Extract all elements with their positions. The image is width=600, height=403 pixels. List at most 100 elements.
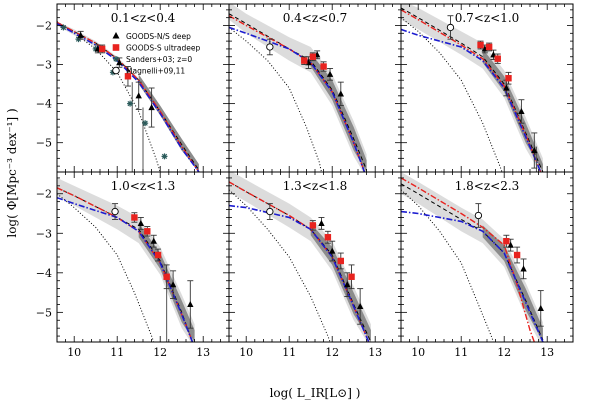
legend-asterisk-marker <box>113 56 119 62</box>
blue-dashdot-curve <box>401 210 544 342</box>
dotted-curve <box>57 193 155 342</box>
asterisk-stroke <box>161 153 168 159</box>
blue-dashdot-curve <box>229 204 370 342</box>
panel-2: 0.4<z<0.7 <box>228 3 402 173</box>
panel-1: −2 −3 −4 −5 0.1<z<0.4 <box>36 3 230 173</box>
uncertainty-band-dark <box>138 74 199 172</box>
goods-deep-point <box>137 219 145 226</box>
uncertainty-band-light <box>229 172 371 342</box>
x-tick-label: 10 <box>411 346 425 359</box>
x-axis-label: log( L_IR[L⊙] ) <box>270 386 361 400</box>
asterisk-stroke <box>113 56 119 62</box>
panel-5: 10 11 12 13 1.3<z<1.8 <box>228 171 402 359</box>
goods-ultradeep-point <box>513 251 521 259</box>
goods-deep-point <box>116 59 123 66</box>
dotted-curve <box>401 17 503 172</box>
legend-circle-marker <box>112 66 120 75</box>
legend-label-magnelli: Magnelli+09,11 <box>126 67 185 76</box>
goods-deep-point <box>77 31 84 38</box>
magnelli-point <box>446 23 455 32</box>
goods-deep-point <box>337 90 344 97</box>
red-dashdot-curve <box>57 21 200 172</box>
goods-ultradeep-point <box>124 73 132 80</box>
panel-title: 0.7<z<1.0 <box>455 11 520 25</box>
dotted-curve <box>229 27 322 172</box>
goods-ultradeep-point <box>505 75 512 82</box>
y-tick-label: −2 <box>36 19 52 32</box>
blue-dashdot-curve <box>401 28 542 172</box>
legend-triangle-marker <box>112 32 120 39</box>
goods-deep-point <box>329 247 336 254</box>
legend: GOODS-N/S deep GOODS-S ultradeep Sanders… <box>112 32 200 76</box>
x-tick-label: 10 <box>239 346 253 359</box>
magnelli-point <box>266 207 274 216</box>
x-tick-label: 13 <box>540 346 554 359</box>
goods-ultradeep-point <box>485 43 493 51</box>
y-tick-label: −2 <box>36 188 52 201</box>
asterisk-stroke <box>60 24 67 31</box>
red-dashdot-curve <box>401 9 542 172</box>
black-dashed-curve <box>229 181 372 342</box>
goods-deep-point <box>356 302 364 310</box>
magnelli-point <box>474 211 483 220</box>
goods-ultradeep-point <box>163 273 170 280</box>
goods-deep-point <box>531 147 538 154</box>
x-tick-label: 12 <box>325 346 339 359</box>
panel-plot-area <box>401 172 544 342</box>
uncertainty-band-dark <box>482 225 543 342</box>
y-tick-label: −4 <box>36 98 52 111</box>
magnelli-point <box>266 43 274 51</box>
x-tick-label: 10 <box>67 346 81 359</box>
goods-ultradeep-point <box>477 41 484 49</box>
goods-deep-point <box>187 300 194 308</box>
legend-label-goods-deep: GOODS-N/S deep <box>126 32 191 41</box>
panel-plot-area <box>401 4 544 172</box>
goods-deep-point <box>344 281 351 288</box>
panel-title: 1.3<z<1.8 <box>283 179 348 193</box>
panel-plot-area <box>229 4 368 172</box>
goods-ultradeep-point <box>309 222 317 229</box>
goods-ultradeep-point <box>309 53 317 60</box>
y-axis-label: log( Φ[Mpc⁻³ dex⁻¹] ) <box>5 108 19 237</box>
red-dashdot-curve <box>229 181 370 342</box>
black-dashed-curve <box>401 183 544 341</box>
red-dashdot-curve <box>401 177 535 342</box>
asterisk-stroke <box>142 120 148 126</box>
uncertainty-band-light <box>401 172 543 342</box>
panel-title: 1.0<z<1.3 <box>111 179 176 193</box>
goods-deep-point <box>518 107 525 115</box>
y-tick-label: −5 <box>36 306 52 319</box>
goods-deep-point <box>318 219 325 226</box>
dotted-curve <box>401 189 494 342</box>
goods-ultradeep-point <box>494 55 501 62</box>
sanders-point <box>142 120 149 127</box>
y-tick-label: −5 <box>36 137 52 150</box>
x-tick-label: 11 <box>282 346 296 359</box>
black-dashed-curve <box>401 7 544 172</box>
goods-deep-point <box>326 70 334 77</box>
goods-deep-point <box>150 237 157 244</box>
goods-ultradeep-point <box>301 57 308 64</box>
goods-ultradeep-point <box>131 214 138 221</box>
panel-3: 0.7<z<1.0 <box>400 3 574 173</box>
legend-label-sanders: Sanders+03; z=0 <box>126 55 192 64</box>
goods-deep-point <box>148 104 155 111</box>
y-tick-label: −3 <box>36 59 52 72</box>
sanders-point <box>60 24 67 31</box>
panel-title: 0.1<z<0.4 <box>111 11 176 25</box>
x-tick-label: 13 <box>368 346 382 359</box>
panel-plot-area <box>57 177 195 342</box>
goods-ultradeep-point <box>320 63 327 70</box>
panel-plot-area <box>229 172 372 342</box>
goods-deep-point <box>503 84 510 91</box>
sanders-point <box>161 153 168 160</box>
goods-ultradeep-point <box>98 45 106 53</box>
goods-ultradeep-point <box>337 257 344 265</box>
y-tick-label: −3 <box>36 227 52 240</box>
goods-ultradeep-point <box>348 273 355 280</box>
magnelli-point <box>111 207 119 216</box>
goods-ultradeep-point <box>503 237 510 245</box>
black-dashed-curve <box>229 13 368 171</box>
goods-ultradeep-point <box>324 234 332 241</box>
